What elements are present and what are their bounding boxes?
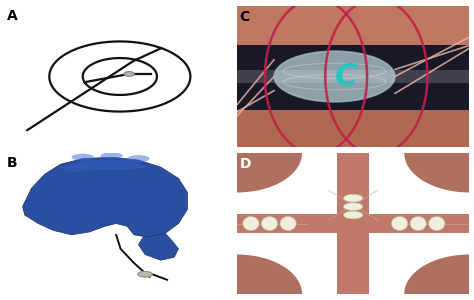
Text: C: C [239, 10, 250, 24]
Text: C: C [335, 62, 357, 91]
Circle shape [172, 113, 302, 193]
Ellipse shape [124, 71, 134, 76]
Bar [369, 214, 469, 233]
Polygon shape [60, 160, 149, 173]
Ellipse shape [280, 217, 296, 230]
Circle shape [404, 254, 474, 300]
Bar [337, 153, 369, 294]
Text: A: A [7, 9, 18, 23]
Circle shape [404, 113, 474, 193]
Ellipse shape [343, 203, 363, 211]
Bar [237, 6, 469, 46]
Ellipse shape [100, 152, 123, 159]
Text: D: D [239, 157, 251, 171]
Polygon shape [23, 157, 187, 238]
Ellipse shape [127, 155, 150, 162]
Ellipse shape [343, 211, 363, 219]
Ellipse shape [138, 272, 152, 277]
Bar [237, 46, 469, 110]
Bar [237, 110, 469, 147]
Ellipse shape [261, 217, 278, 230]
Ellipse shape [243, 217, 259, 230]
Bar [237, 214, 337, 233]
Text: B: B [7, 156, 18, 170]
Polygon shape [138, 233, 179, 260]
Ellipse shape [392, 217, 408, 230]
Ellipse shape [343, 194, 363, 202]
Ellipse shape [410, 217, 426, 230]
Ellipse shape [72, 154, 94, 161]
Circle shape [172, 254, 302, 300]
Bar [237, 70, 469, 83]
Ellipse shape [274, 51, 395, 102]
Ellipse shape [428, 217, 445, 230]
